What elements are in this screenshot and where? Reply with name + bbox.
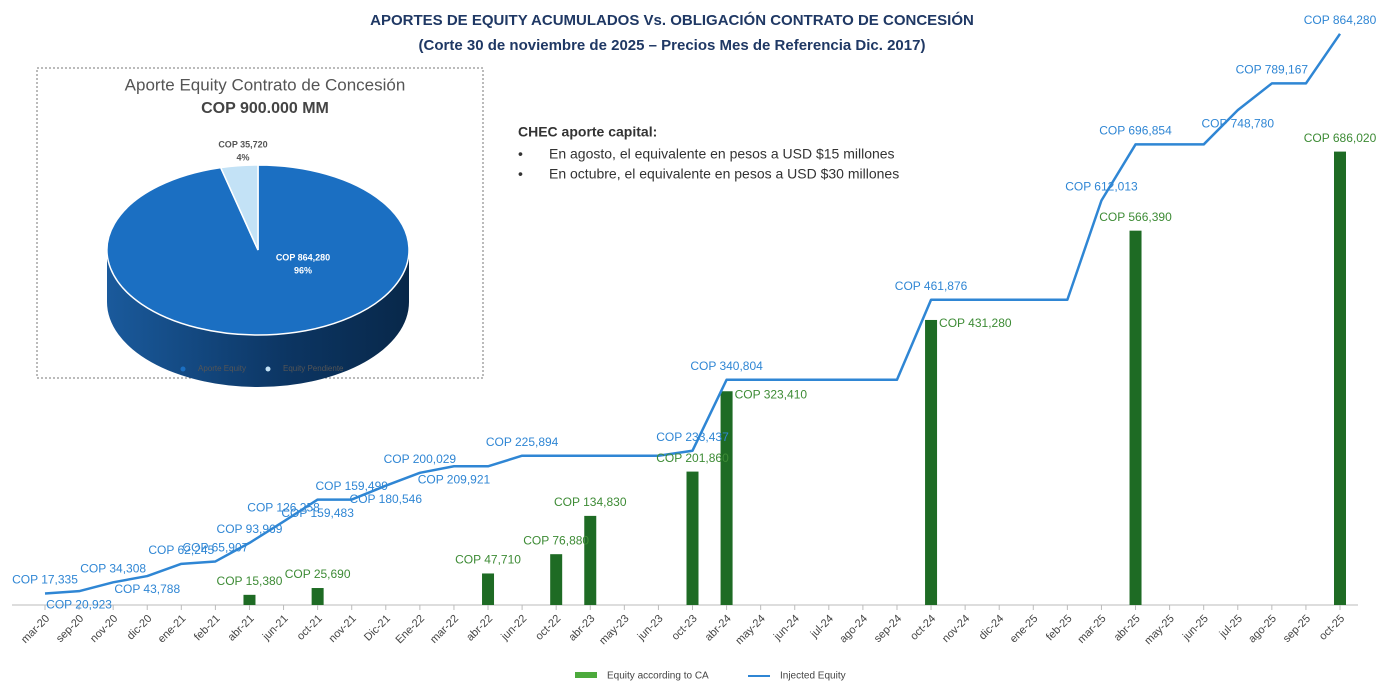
line-value-label: COP 200,029 xyxy=(384,452,457,466)
line-value-label: COP 340,804 xyxy=(690,359,763,373)
bar xyxy=(311,588,324,605)
line-value-label: COP 34,308 xyxy=(80,561,146,575)
line-value-label: COP 159,483 xyxy=(281,506,354,520)
chart-title: APORTES DE EQUITY ACUMULADOS Vs. OBLIGAC… xyxy=(370,11,974,29)
legend-label: Equity according to CA xyxy=(607,671,709,682)
line-value-label: COP 461,876 xyxy=(895,279,968,293)
bar xyxy=(1129,230,1142,605)
pie-slice xyxy=(219,164,259,251)
bar xyxy=(686,471,699,605)
legend-label: Injected Equity xyxy=(780,671,846,682)
bar-value-label: COP 25,690 xyxy=(285,567,351,581)
pie-percent-label: 4% xyxy=(236,152,249,162)
line-value-label: COP 20,923 xyxy=(46,597,112,611)
bar xyxy=(925,319,938,605)
legend-label: Equity Pendiente xyxy=(283,364,344,373)
line-value-label: COP 62,245 xyxy=(148,543,214,557)
annotation-bullet: En agosto, el equivalente en pesos a USD… xyxy=(549,146,895,162)
line-value-label: COP 159,499 xyxy=(315,479,388,493)
line xyxy=(44,33,1342,595)
line-value-label: COP 696,854 xyxy=(1099,124,1172,138)
bar-value-label: COP 686,020 xyxy=(1304,131,1377,145)
line-value-label: COP 43,788 xyxy=(114,582,180,596)
legend-swatch xyxy=(180,366,186,372)
bullet: • xyxy=(518,146,523,162)
legend-swatch xyxy=(575,672,597,678)
bar-value-label: COP 47,710 xyxy=(455,553,521,567)
pie-title: Aporte Equity Contrato de Concesión xyxy=(125,75,406,94)
line-value-label: COP 126,258 xyxy=(247,501,320,515)
line-value-label: COP 612,013 xyxy=(1065,180,1138,194)
pie-side xyxy=(107,250,409,387)
pie-subtitle: COP 900.000 MM xyxy=(201,100,329,117)
line-value-label: COP 789,167 xyxy=(1236,63,1309,77)
bar-value-label: COP 15,380 xyxy=(217,574,283,588)
legend-label: Aporte Equity xyxy=(198,364,246,373)
pie-value-label: COP 35,720 xyxy=(218,139,267,149)
line-value-label: COP 209,921 xyxy=(418,472,491,486)
bar xyxy=(584,515,597,605)
chart-subtitle: (Corte 30 de noviembre de 2025 – Precios… xyxy=(419,37,926,54)
line-value-label: COP 65,907 xyxy=(182,541,248,555)
bar xyxy=(482,573,495,605)
annotation-bullet: En octubre, el equivalente en pesos a US… xyxy=(549,166,899,182)
line-value-label: COP 225,894 xyxy=(486,435,559,449)
legend-swatch xyxy=(265,366,271,372)
line-value-label: COP 180,546 xyxy=(350,492,423,506)
bar xyxy=(550,554,563,605)
line-value-label: COP 93,969 xyxy=(217,522,283,536)
bar xyxy=(1334,151,1346,605)
bar-value-label: COP 323,410 xyxy=(735,387,808,401)
line-value-label: COP 748,780 xyxy=(1202,116,1275,130)
line-value-label: COP 864,280 xyxy=(1304,13,1377,27)
pie-value-label: COP 864,280 xyxy=(276,252,330,262)
line-value-label: COP 233,437 xyxy=(656,430,729,444)
bar xyxy=(243,594,256,605)
bar-value-label: COP 431,280 xyxy=(939,316,1012,330)
annotation-heading: CHEC aporte capital: xyxy=(518,124,657,140)
line-value-label: COP 17,335 xyxy=(12,573,78,587)
bar-value-label: COP 76,880 xyxy=(523,533,589,547)
bar-value-label: COP 566,390 xyxy=(1099,210,1172,224)
bar-value-label: COP 134,830 xyxy=(554,495,627,509)
bar xyxy=(720,391,733,605)
pie-percent-label: 96% xyxy=(294,265,312,275)
bar-value-label: COP 201,860 xyxy=(656,451,729,465)
bullet: • xyxy=(518,166,523,182)
